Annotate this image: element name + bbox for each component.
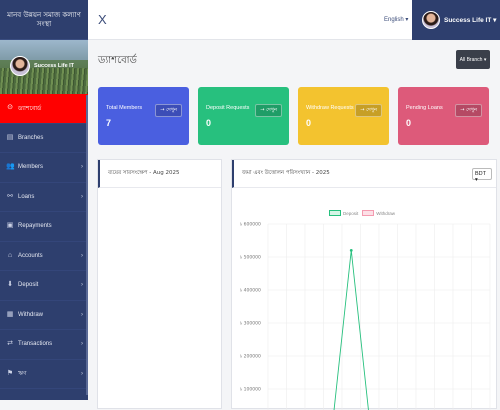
sidebar-item-loans[interactable]: ⚯ Loans ›: [0, 183, 88, 212]
ledger-icon: ⚑: [6, 369, 14, 377]
line-chart: ৳ 600000 ৳ 500000 ৳ 400000 ৳ 300000 ৳ 200000…: [240, 222, 491, 410]
sidebar-item-label: ঋণ: [18, 371, 27, 378]
repayment-icon: ▣: [6, 222, 14, 230]
view-button[interactable]: → দেখুন: [255, 104, 282, 117]
card-value: 0: [406, 118, 412, 128]
currency-select[interactable]: BDT ▾: [472, 168, 492, 183]
profile-name: Success Life IT: [34, 63, 75, 69]
page-title: ড্যাশবোর্ড: [98, 55, 137, 66]
sidebar-nav: ⊙ ড্যাশবোর্ড ▤ Branches 👥 Members › ⚯ Loans › ▣ Rep…: [0, 94, 88, 389]
sidebar-scrollbar[interactable]: [86, 95, 88, 395]
view-button[interactable]: → দেখুন: [355, 104, 382, 117]
card-label: Total Members: [106, 105, 143, 111]
sidebar-item-accounts[interactable]: ⌂ Accounts ›: [0, 242, 88, 271]
y-tick-label: ৳ 600000: [240, 222, 261, 228]
card-pending-loans: Pending Loans 0 → দেখুন: [398, 87, 489, 145]
sidebar-item-deposit[interactable]: ⬇ Deposit ›: [0, 271, 88, 301]
sidebar-item-label: Loans: [18, 193, 35, 200]
sidebar-item-label: ড্যাশবোর্ড: [18, 105, 42, 112]
transactions-icon: ⇄: [7, 340, 13, 348]
chart-legend: Deposit Withdraw: [329, 210, 399, 216]
legend-item-deposit[interactable]: Deposit: [329, 210, 358, 216]
brand-title: মানব উন্নয়ন সমাজ কল্যাণ সংস্থা: [0, 0, 88, 40]
chevron-right-icon: ›: [81, 252, 83, 259]
card-deposit-requests: Deposit Requests 0 → দেখুন: [198, 87, 289, 145]
user-name: Success Life IT ▾: [444, 17, 497, 24]
sidebar-item-ঋণ[interactable]: ⚑ ঋণ ›: [0, 360, 88, 389]
sidebar-item-transactions[interactable]: ⇄ Transactions ›: [0, 330, 88, 360]
card-total-members: Total Members 7 → দেখুন: [98, 87, 189, 145]
sidebar-item-withdraw[interactable]: ▦ Withdraw ›: [0, 301, 88, 330]
main-content: ড্যাশবোর্ড All Branch ▾ Total Members 7 …: [88, 40, 500, 410]
view-button[interactable]: → দেখুন: [155, 104, 182, 117]
dashboard-icon: ⊙: [7, 104, 13, 112]
y-tick-label: ৳ 300000: [240, 321, 261, 327]
sidebar: মানব উন্নয়ন সমাজ কল্যাণ সংস্থা Success …: [0, 0, 88, 400]
chevron-right-icon: ›: [81, 282, 83, 289]
data-point-deposit[interactable]: [349, 249, 353, 252]
expense-summary-panel: ব্যয়ের সারসংক্ষেপ - Aug 2025: [97, 159, 222, 409]
sidebar-item-label: Repayments: [18, 223, 52, 230]
card-label: Pending Loans: [406, 105, 443, 111]
topbar: X English ▾ Success Life IT ▾: [88, 0, 500, 40]
sidebar-item-label: Branches: [18, 134, 44, 141]
panel-title: জমা এবং উত্তোলন পরিসংখ্যান - 2025: [232, 160, 496, 188]
y-tick-label: ৳ 500000: [240, 255, 261, 261]
chevron-right-icon: ›: [81, 370, 83, 377]
card-label: Deposit Requests: [206, 105, 250, 111]
chevron-right-icon: ›: [81, 311, 83, 318]
card-value: 0: [306, 118, 312, 128]
card-withdraw-requests: Withdraw Requests 0 → দেখুন: [298, 87, 389, 145]
avatar: [422, 11, 440, 29]
loan-icon: ⚯: [7, 192, 13, 200]
sidebar-item-repayments[interactable]: ▣ Repayments: [0, 212, 88, 242]
legend-item-withdraw[interactable]: Withdraw: [362, 210, 395, 216]
panel-title: ব্যয়ের সারসংক্ষেপ - Aug 2025: [98, 160, 221, 188]
profile-banner: Success Life IT: [0, 40, 88, 94]
chevron-right-icon: ›: [81, 341, 83, 348]
sidebar-item-label: Transactions: [18, 341, 53, 348]
sidebar-item-members[interactable]: 👥 Members ›: [0, 153, 88, 183]
chevron-right-icon: ›: [81, 164, 83, 171]
language-dropdown[interactable]: English ▾: [384, 17, 409, 23]
members-icon: 👥: [6, 163, 15, 171]
branch-icon: ▤: [6, 133, 14, 141]
chevron-right-icon: ›: [81, 193, 83, 200]
y-tick-label: ৳ 200000: [240, 354, 261, 360]
sidebar-item-dashboard[interactable]: ⊙ ড্যাশবোর্ড: [0, 94, 88, 124]
bank-icon: ⌂: [7, 251, 13, 259]
y-tick-label: ৳ 100000: [240, 387, 261, 393]
deposit-withdraw-chart-panel: জমা এবং উত্তোলন পরিসংখ্যান - 2025 ৳ 6000…: [231, 159, 497, 410]
view-button[interactable]: → দেখুন: [455, 104, 482, 117]
sidebar-item-label: Members: [18, 164, 44, 171]
card-value: 0: [206, 118, 212, 128]
avatar[interactable]: [10, 56, 30, 76]
user-menu[interactable]: Success Life IT ▾: [412, 0, 500, 40]
y-tick-label: ৳ 400000: [240, 288, 261, 294]
sidebar-item-label: Withdraw: [18, 311, 44, 318]
sidebar-item-label: Accounts: [18, 252, 43, 259]
close-icon[interactable]: X: [98, 12, 107, 27]
branch-filter-button[interactable]: All Branch ▾: [456, 50, 490, 69]
sidebar-item-label: Deposit: [18, 282, 39, 289]
withdraw-icon: ▦: [6, 310, 14, 318]
sidebar-item-branches[interactable]: ▤ Branches: [0, 124, 88, 153]
deposit-icon: ⬇: [7, 281, 13, 289]
card-label: Withdraw Requests: [306, 105, 354, 111]
card-value: 7: [106, 118, 112, 128]
